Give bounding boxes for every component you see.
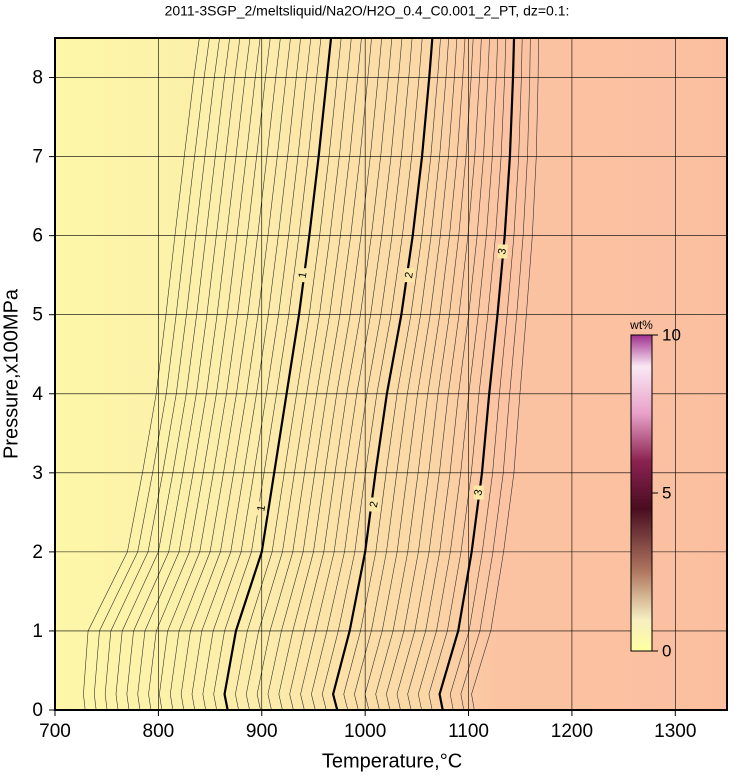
contour-label: 2 <box>403 271 416 279</box>
y-tick-label: 8 <box>32 68 43 89</box>
contour-label: 3 <box>496 247 509 255</box>
x-tick-label: 700 <box>39 721 71 742</box>
colorbar-tick-label: 10 <box>662 325 681 344</box>
chart-title: 2011-3SGP_2/meltsliquid/Na2O/H2O_0.4_C0.… <box>165 3 570 19</box>
x-tick-label: 1200 <box>551 721 593 742</box>
x-tick-label: 1100 <box>448 721 489 742</box>
contour-label-bg <box>473 485 484 500</box>
y-tick-label: 5 <box>32 305 43 326</box>
x-tick-label: 900 <box>246 721 278 742</box>
colorbar <box>630 334 653 652</box>
contour-label-bg <box>497 244 508 259</box>
contour-label-bg <box>298 268 309 283</box>
y-tick-label: 4 <box>32 384 43 405</box>
y-tick-label: 6 <box>32 226 43 247</box>
contour-label-bg <box>404 268 415 283</box>
y-tick-label: 1 <box>32 621 43 642</box>
colorbar-tick-label: 5 <box>662 483 671 502</box>
y-axis-label: Pressure,x100MPa <box>0 288 22 459</box>
colorbar-label: wt% <box>629 318 653 332</box>
y-tick-label: 3 <box>32 463 43 484</box>
plot-frame <box>54 37 728 711</box>
y-tick-label: 2 <box>32 542 43 563</box>
colorbar-tick-label: 0 <box>662 641 671 660</box>
x-axis-label: Temperature,°C <box>322 750 462 772</box>
x-tick-label: 1300 <box>654 721 696 742</box>
contour-label: 2 <box>368 500 381 508</box>
x-tick-label: 1000 <box>344 721 386 742</box>
y-tick-label: 7 <box>32 147 43 168</box>
contour-label: 3 <box>472 489 485 497</box>
x-tick-label: 800 <box>143 721 175 742</box>
contour-label: 1 <box>297 271 310 279</box>
y-tick-label: 0 <box>32 700 43 721</box>
contour-label-bg <box>369 497 380 512</box>
